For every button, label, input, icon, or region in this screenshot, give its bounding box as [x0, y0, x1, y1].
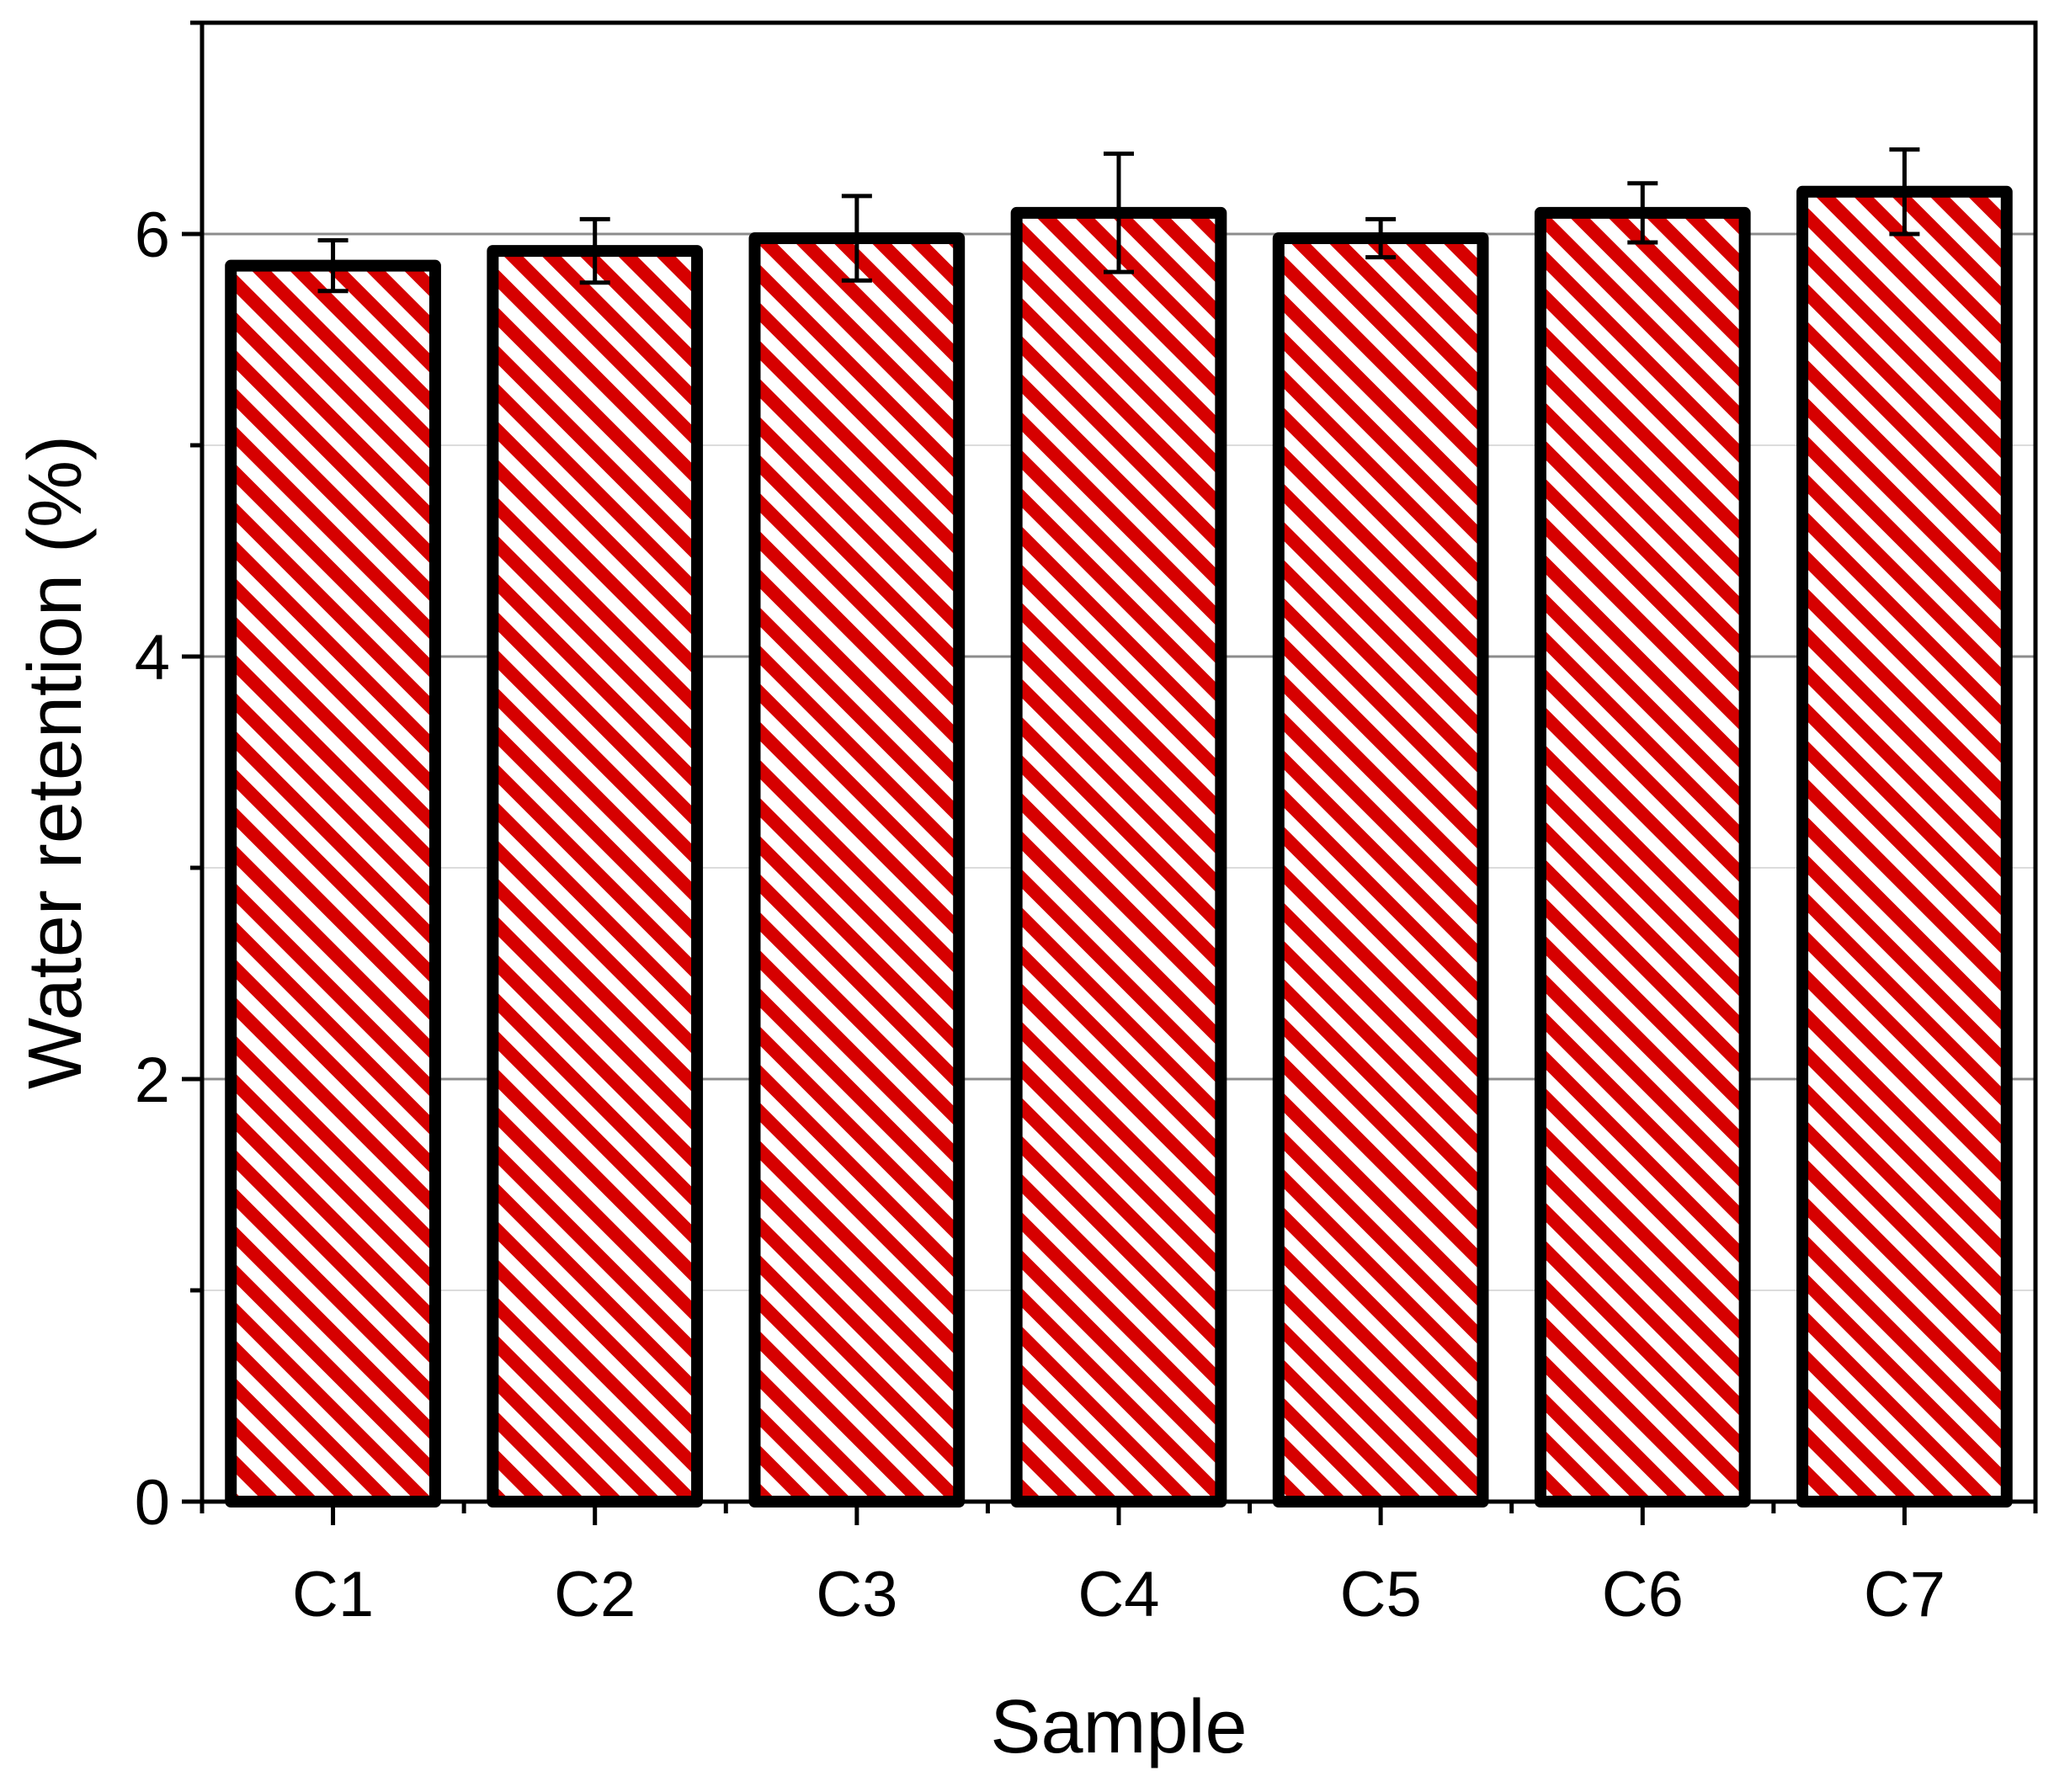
- bar-C2: [487, 245, 704, 1508]
- x-tick-label: C4: [1078, 1559, 1159, 1630]
- bars: [225, 185, 2013, 1508]
- y-tick-label: 0: [135, 1467, 170, 1539]
- bar-C3: [748, 232, 966, 1508]
- x-tick-label: C5: [1340, 1559, 1422, 1630]
- bar-C1: [225, 259, 441, 1508]
- x-tick-label: C3: [816, 1559, 897, 1630]
- error-bars: [317, 147, 1920, 294]
- y-tick-label: 2: [135, 1045, 170, 1116]
- axis-ticks: 0 2 4 6 C1 C2 C3 C4 C5 C6 C7: [135, 20, 2038, 1630]
- y-tick-label: 6: [135, 199, 170, 271]
- x-tick-label: C1: [292, 1559, 374, 1630]
- bar-C4: [1010, 206, 1227, 1508]
- y-axis-title: Water retention (%): [13, 435, 98, 1089]
- x-tick-label: C2: [554, 1559, 636, 1630]
- x-tick-label: C6: [1602, 1559, 1684, 1630]
- bar-C5: [1272, 232, 1489, 1508]
- x-tick-label: C7: [1864, 1559, 1945, 1630]
- y-tick-label: 4: [135, 622, 170, 694]
- bar-C7: [1796, 185, 2013, 1508]
- x-axis-title: Sample: [990, 1685, 1247, 1769]
- bar-C6: [1534, 206, 1751, 1508]
